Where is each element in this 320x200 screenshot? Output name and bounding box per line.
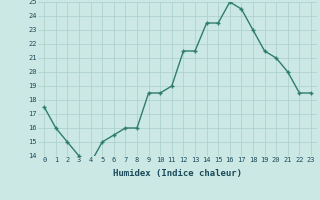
X-axis label: Humidex (Indice chaleur): Humidex (Indice chaleur) [113, 169, 242, 178]
